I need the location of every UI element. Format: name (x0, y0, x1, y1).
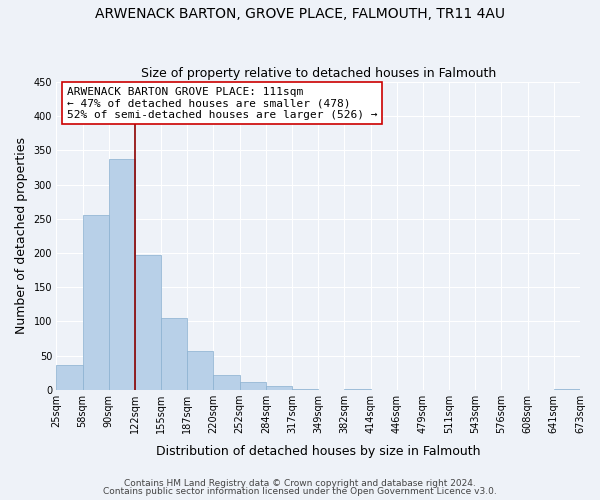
Bar (266, 386, 292, 390)
Bar (344, 389, 371, 390)
X-axis label: Distribution of detached houses by size in Falmouth: Distribution of detached houses by size … (156, 444, 481, 458)
Bar (292, 389, 318, 390)
Bar (56, 365, 83, 390)
Bar (161, 318, 187, 390)
Bar (554, 389, 580, 390)
Title: Size of property relative to detached houses in Falmouth: Size of property relative to detached ho… (140, 66, 496, 80)
Text: Contains HM Land Registry data © Crown copyright and database right 2024.: Contains HM Land Registry data © Crown c… (124, 478, 476, 488)
Text: ARWENACK BARTON GROVE PLACE: 111sqm
← 47% of detached houses are smaller (478)
5: ARWENACK BARTON GROVE PLACE: 111sqm ← 47… (67, 86, 377, 120)
Bar (83, 216, 109, 390)
Bar (109, 160, 135, 390)
Bar (187, 351, 214, 390)
Bar (214, 376, 239, 390)
Bar (135, 255, 161, 390)
Y-axis label: Number of detached properties: Number of detached properties (15, 138, 28, 334)
Text: Contains public sector information licensed under the Open Government Licence v3: Contains public sector information licen… (103, 487, 497, 496)
Text: ARWENACK BARTON, GROVE PLACE, FALMOUTH, TR11 4AU: ARWENACK BARTON, GROVE PLACE, FALMOUTH, … (95, 8, 505, 22)
Bar (239, 382, 266, 390)
